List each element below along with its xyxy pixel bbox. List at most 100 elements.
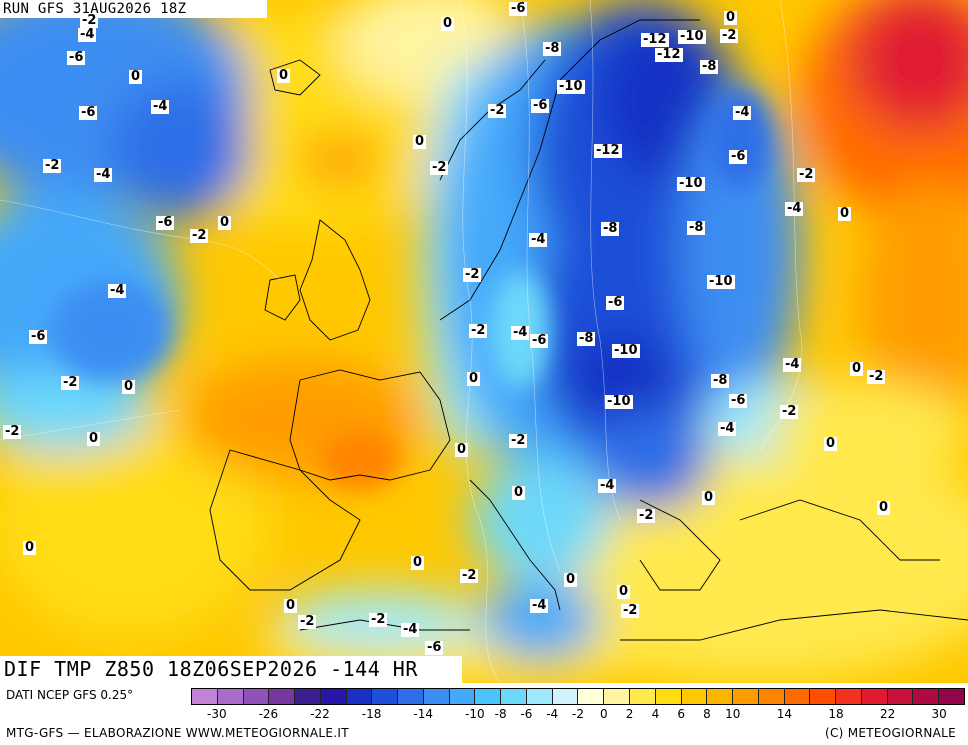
processing-credit: MTG-GFS — ELABORAZIONE WWW.METEOGIORNALE…: [6, 726, 349, 740]
contour-label: -2: [430, 160, 449, 175]
anomaly-field: [0, 0, 968, 683]
scale-cell: [758, 689, 785, 704]
contour-label: -2: [488, 103, 507, 118]
contour-label: 0: [617, 584, 631, 599]
contour-label: -2: [460, 568, 479, 583]
contour-label: -4: [401, 622, 420, 637]
scale-tick-label: -10: [464, 707, 485, 721]
scale-tick-label: 18: [828, 707, 844, 721]
map-title: DIF TMP Z850 18Z06SEP2026 -144 HR: [0, 656, 462, 683]
contour-lines: [0, 0, 803, 683]
contour-label: 0: [512, 485, 526, 500]
contour-label: -2: [469, 323, 488, 338]
contour-label: -8: [577, 331, 596, 346]
scale-tick-label: 8: [703, 707, 711, 721]
scale-cell: [320, 689, 347, 704]
contour-label: -4: [511, 325, 530, 340]
contour-label: -6: [606, 295, 625, 310]
scale-cell: [707, 689, 734, 704]
contour-label: 0: [277, 68, 291, 83]
contour-label: -6: [79, 105, 98, 120]
contour-label: -8: [687, 220, 706, 235]
scale-tick-label: -14: [413, 707, 433, 721]
contour-label: -2: [621, 603, 640, 618]
copyright-credit: (C) METEOGIORNALE: [824, 726, 956, 740]
scale-cell: [475, 689, 502, 704]
contour-label: -2: [190, 228, 209, 243]
scale-cell: [269, 689, 296, 704]
scale-cell: [243, 689, 270, 704]
scale-cell: [630, 689, 656, 704]
contour-label: -4: [78, 27, 97, 42]
contour-label: -10: [612, 343, 640, 358]
contour-label: 0: [411, 555, 425, 570]
contour-label: -4: [529, 232, 548, 247]
temperature-anomaly-map: RUN GFS 31AUG2026 18Z -2 0 -6 0 -4 -12 -10 -2 -8…: [0, 0, 968, 683]
scale-cell: [192, 689, 218, 704]
contour-label: -2: [720, 28, 739, 43]
contour-label: -12: [655, 47, 683, 62]
scale-cell: [449, 689, 476, 704]
contour-label: -2: [463, 267, 482, 282]
scale-tick-label: -8: [494, 707, 507, 721]
contour-label: 0: [413, 134, 427, 149]
contour-label: -4: [598, 478, 617, 493]
contour-label: -6: [729, 393, 748, 408]
contour-label: 0: [455, 442, 469, 457]
scale-tick-label: 4: [651, 707, 660, 721]
contour-label: 0: [284, 598, 298, 613]
data-source: DATI NCEP GFS 0.25°: [6, 688, 134, 702]
scale-cell: [295, 689, 321, 704]
contour-label: -4: [733, 105, 752, 120]
scale-cell: [887, 689, 914, 704]
scale-tick-label: 30: [931, 707, 947, 721]
contour-label: -2: [637, 508, 656, 523]
scale-cell: [604, 689, 631, 704]
contour-label: -2: [867, 369, 886, 384]
scale-cell: [784, 689, 811, 704]
contour-label: -10: [677, 176, 705, 191]
contour-label: 0: [122, 379, 136, 394]
scale-cell: [681, 689, 708, 704]
contour-label: -2: [780, 404, 799, 419]
contour-label: -10: [707, 274, 735, 289]
contour-label: -4: [530, 598, 549, 613]
scale-tick-label: 22: [879, 707, 896, 721]
contour-label: -2: [43, 158, 62, 173]
scale-cell: [501, 689, 527, 704]
scale-cell: [836, 689, 862, 704]
scale-tick-label: -4: [546, 707, 559, 721]
contour-label: 0: [467, 371, 481, 386]
contour-label: -4: [718, 421, 737, 436]
scale-cell: [939, 689, 964, 704]
scale-tick-label: -22: [310, 707, 330, 721]
contour-label: 0: [877, 500, 891, 515]
contour-label: -2: [369, 612, 388, 627]
scale-cell: [913, 689, 940, 704]
contour-label: -6: [156, 215, 175, 230]
scale-tick-label: 10: [725, 707, 741, 721]
contour-label: 0: [850, 361, 864, 376]
contour-label: -8: [543, 41, 562, 56]
color-scale-ticks: -30 -26 -22 -18 -14 -10 -8 -6 -4 -2 0 2 4 6 8 10 14 18 22 3…: [191, 707, 965, 723]
scale-cell: [423, 689, 450, 704]
scale-tick-label: -18: [361, 707, 382, 721]
contour-label: -12: [641, 32, 669, 47]
contour-label: 0: [838, 206, 852, 221]
scale-cell: [526, 689, 553, 704]
scale-cell: [655, 689, 682, 704]
contour-label: -4: [151, 99, 170, 114]
contour-label: 0: [564, 572, 578, 587]
scale-cell: [372, 689, 399, 704]
contour-label: -4: [94, 167, 113, 182]
contour-label: 0: [218, 215, 232, 230]
contour-label: 0: [441, 16, 455, 31]
contour-label: -2: [298, 614, 317, 629]
contour-label: 0: [23, 540, 37, 555]
contour-label: -2: [61, 375, 80, 390]
scale-tick-label: 0: [599, 707, 608, 721]
contour-label: -6: [425, 640, 444, 655]
scale-tick-label: -2: [572, 707, 584, 721]
contour-label: -6: [29, 329, 48, 344]
scale-cell: [398, 689, 424, 704]
